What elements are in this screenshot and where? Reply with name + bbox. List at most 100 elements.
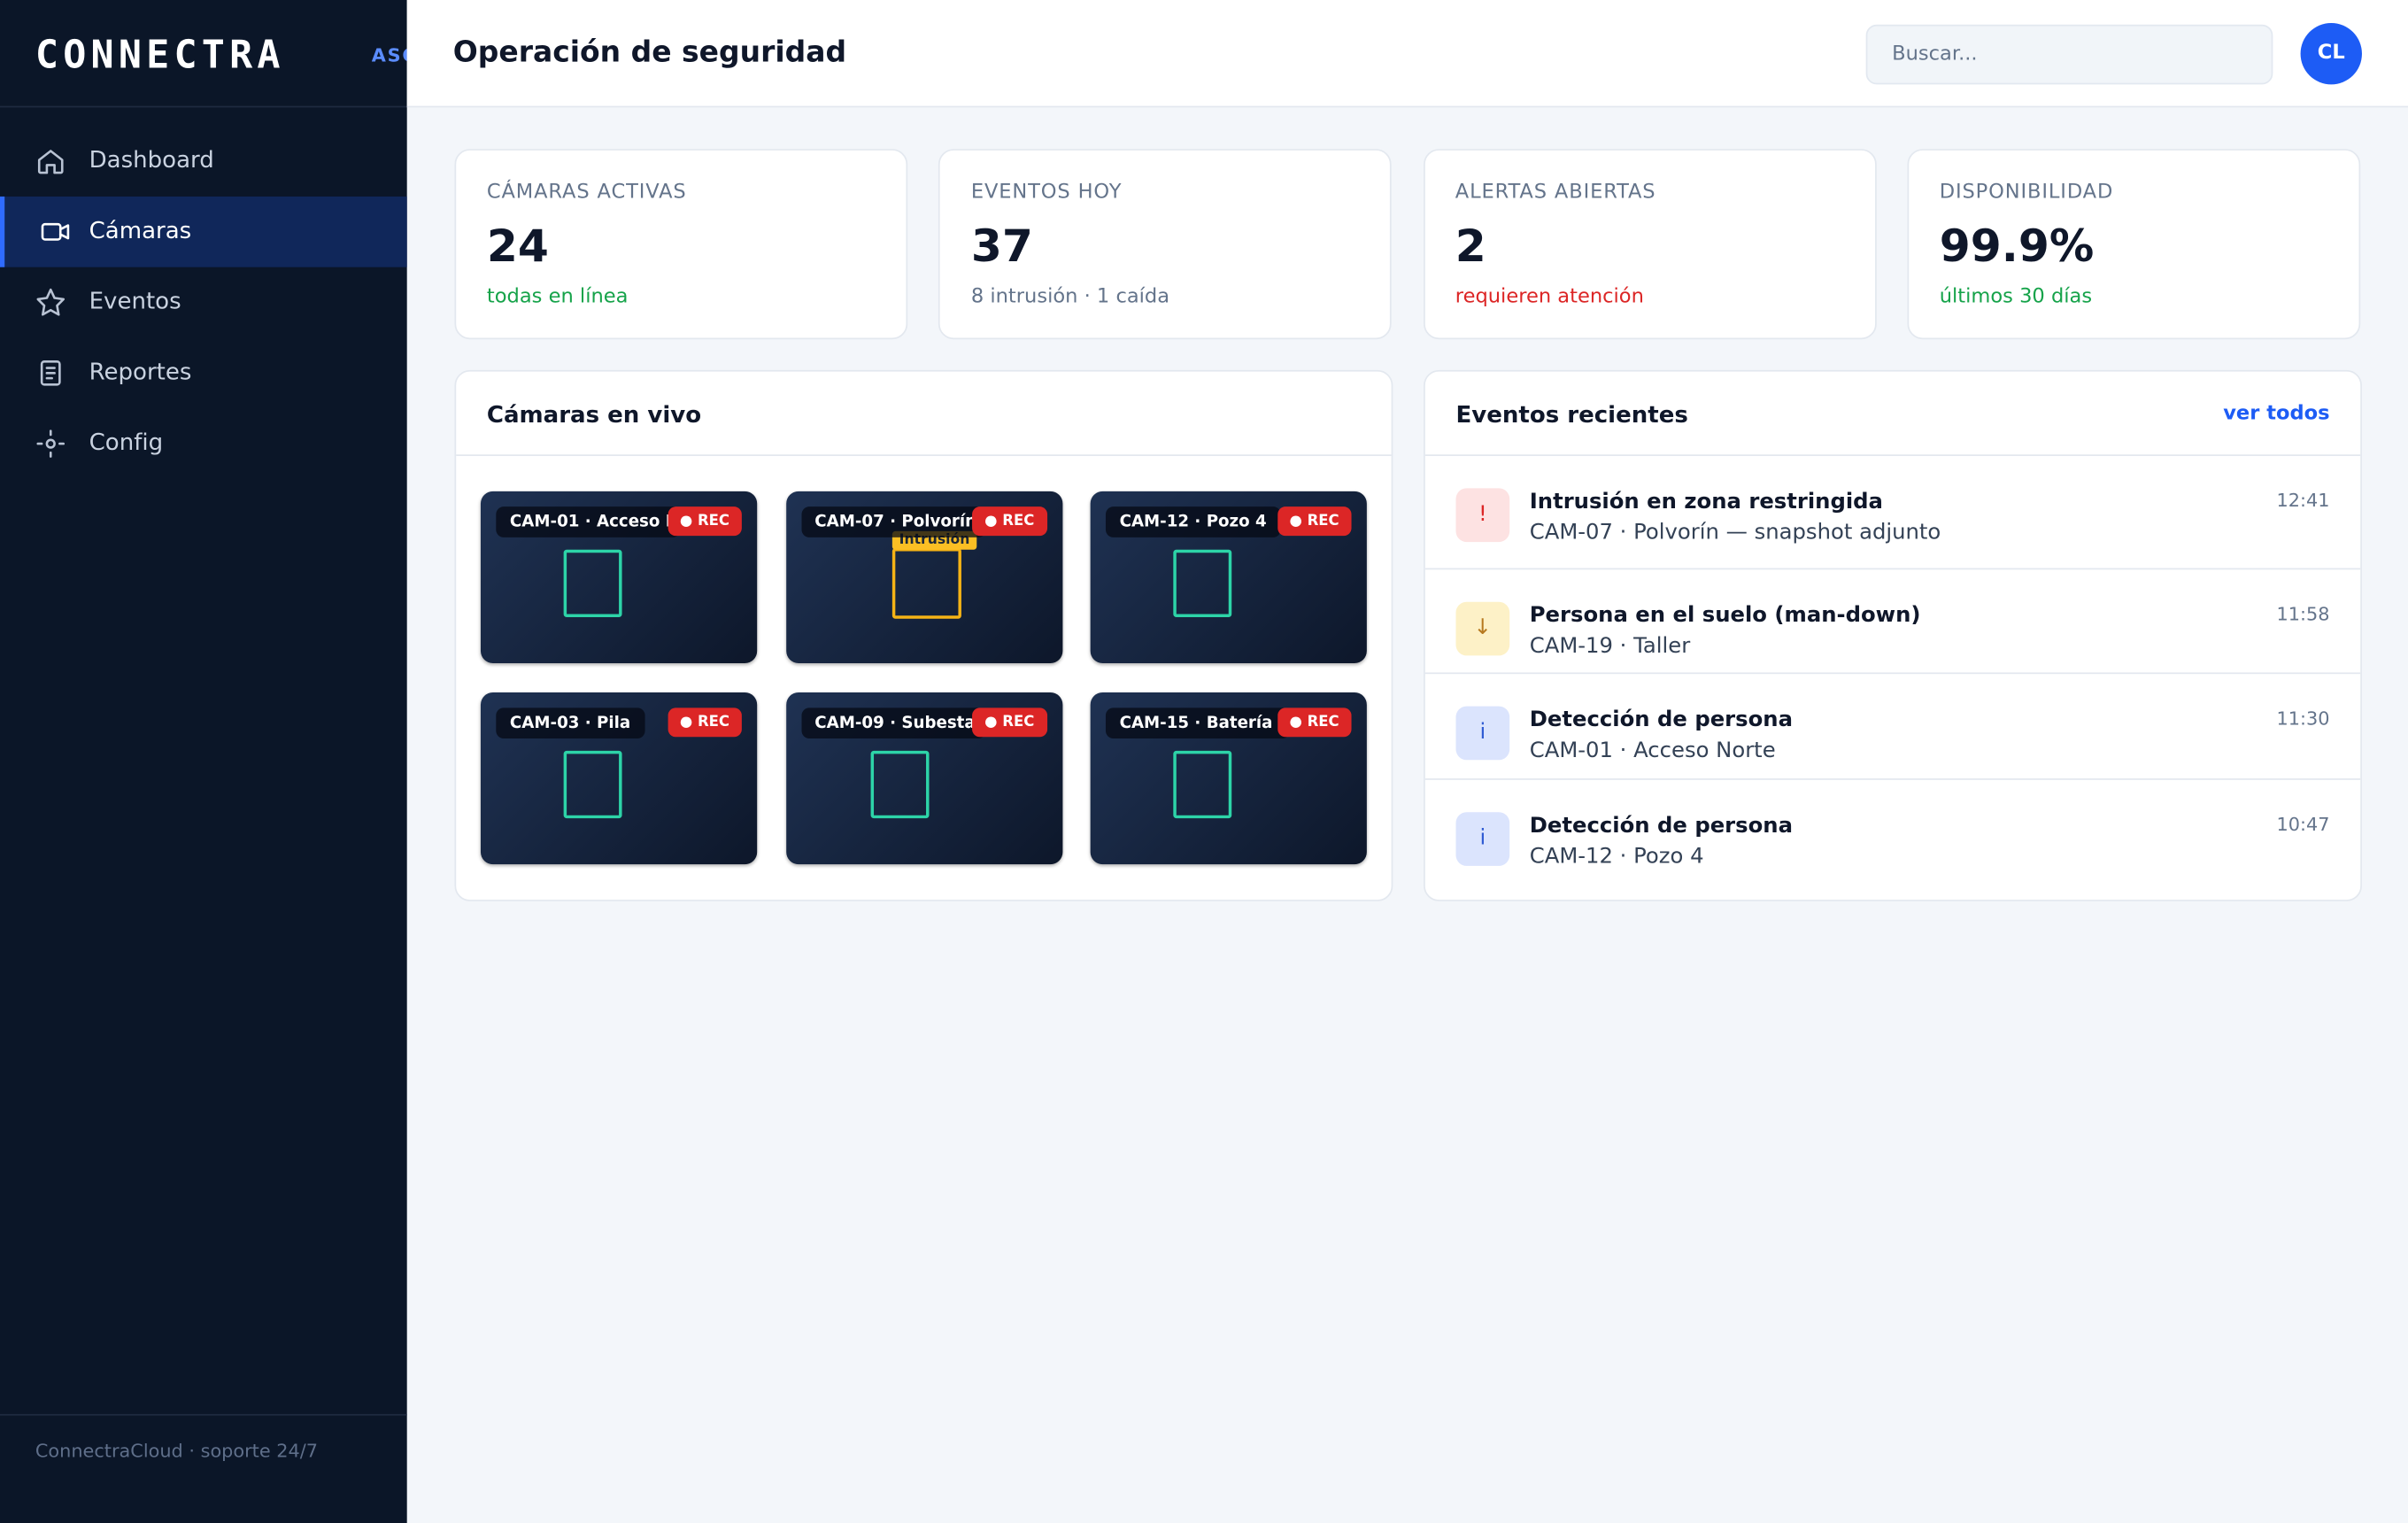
stat-value: 2 <box>1455 219 1486 272</box>
stat-card: EVENTOS HOY 37 8 intrusión · 1 caída <box>938 149 1393 340</box>
event-icon-symbol: i <box>1479 720 1486 745</box>
view-all-link[interactable]: ver todos <box>2223 402 2330 426</box>
camera-feed[interactable]: CAM-15 · Batería 2 ● REC <box>1090 692 1367 865</box>
nav-label: Config <box>89 428 164 456</box>
nav-label: Dashboard <box>89 145 214 174</box>
event-subtitle: CAM-19 · Taller <box>1529 634 1691 659</box>
nav-item[interactable]: Cámaras <box>0 196 407 267</box>
icon <box>41 222 70 241</box>
nav-item[interactable]: Reportes <box>0 337 407 408</box>
nav-item[interactable]: Eventos <box>0 267 407 338</box>
event-subtitle: CAM-07 · Polvorín — snapshot adjunto <box>1529 520 1941 545</box>
detection-box <box>869 750 929 819</box>
camera-label: CAM-09 · Subestaci <box>800 707 985 739</box>
stat-value: 37 <box>970 219 1033 272</box>
stat-note: requieren atención <box>1455 285 1644 309</box>
sidebar: CONNECTRA ASC Dashboard Cámaras Eventos Repor… <box>0 0 407 1523</box>
camera-feed[interactable]: Intrusión CAM-07 · Polvorín ● REC <box>785 491 1062 664</box>
event-title: Intrusión en zona restringida <box>1529 490 1883 514</box>
detection-box <box>891 548 961 619</box>
stat-label: ALERTAS ABIERTAS <box>1455 181 1656 205</box>
nav-label: Eventos <box>89 287 181 315</box>
stat-card: ALERTAS ABIERTAS 2 requieren atención <box>1423 149 1877 340</box>
nav-icon <box>35 358 66 389</box>
camera-feed[interactable]: CAM-09 · Subestaci ● REC <box>785 692 1062 865</box>
event-icon: i <box>1455 812 1510 866</box>
rec-badge: ● REC <box>667 707 742 738</box>
search-box[interactable]: Buscar... <box>1865 24 2273 85</box>
panel-title: Eventos recientes <box>1455 400 1688 429</box>
detection-box <box>563 549 622 618</box>
avatar[interactable]: CL <box>2300 23 2362 85</box>
page-title: Operación de seguridad <box>452 35 847 70</box>
camera-feed[interactable]: CAM-01 · Acceso N ● REC <box>480 491 758 664</box>
stat-card: CÁMARAS ACTIVAS 24 todas en línea <box>454 149 908 340</box>
event-row[interactable]: ! Intrusión en zona restringida CAM-07 · P… <box>1424 456 2361 570</box>
panel-divider <box>1424 454 2361 456</box>
rec-badge: ● REC <box>972 506 1047 537</box>
rec-badge: ● REC <box>1277 506 1352 537</box>
sidebar-divider <box>0 105 407 108</box>
icon <box>37 150 64 174</box>
stat-note: 8 intrusión · 1 caída <box>970 285 1170 309</box>
event-time: 10:47 <box>2276 813 2330 836</box>
event-icon: ! <box>1455 488 1510 543</box>
brand-logo: CONNECTRA <box>35 32 285 77</box>
icon <box>40 360 61 386</box>
event-title: Detección de persona <box>1529 707 1793 733</box>
nav-label: Cámaras <box>89 216 192 244</box>
top-bar: Operación de seguridad Buscar... CL <box>406 0 2408 108</box>
nav-icon <box>35 287 66 318</box>
camera-label: CAM-15 · Batería 2 <box>1105 707 1291 739</box>
stat-note: últimos 30 días <box>1939 285 2093 309</box>
stat-label: CÁMARAS ACTIVAS <box>486 181 687 205</box>
event-row[interactable]: i Detección de persona CAM-12 · Pozo 4 10:4… <box>1425 780 2360 887</box>
camera-feed[interactable]: CAM-12 · Pozo 4 ● REC <box>1090 491 1367 664</box>
rec-badge: ● REC <box>972 707 1047 738</box>
event-row[interactable]: i Detección de persona CAM-01 · Acceso Nor… <box>1424 674 2361 780</box>
camera-label: CAM-12 · Pozo 4 <box>1105 506 1281 537</box>
nav-icon <box>35 146 66 177</box>
detection-box <box>1173 549 1232 618</box>
event-icon: i <box>1455 706 1510 761</box>
events-panel: Eventos recientes ver todos! Intrusión en … <box>1424 369 2362 901</box>
brand-suffix: ASC <box>371 44 407 66</box>
stat-note: todas en línea <box>486 285 629 309</box>
camera-label: CAM-01 · Acceso N <box>496 506 681 537</box>
camera-label: CAM-03 · Pila <box>496 707 644 739</box>
camera-feed[interactable]: CAM-03 · Pila ● REC <box>480 692 758 865</box>
event-icon-symbol: i <box>1479 825 1486 851</box>
stat-label: DISPONIBILIDAD <box>1939 181 2114 205</box>
stat-value: 24 <box>486 219 549 272</box>
nav-label: Reportes <box>89 357 192 386</box>
cameras-panel: Cámaras en vivo CAM-01 · Acceso N ● REC Int… <box>454 369 1393 901</box>
event-title: Detección de persona <box>1529 813 1793 839</box>
panel-divider <box>456 454 1392 456</box>
camera-label: CAM-07 · Polvorín <box>800 506 985 537</box>
icon <box>36 429 66 458</box>
event-icon-symbol: ↓ <box>1473 615 1493 641</box>
avatar-initials: CL <box>2317 41 2345 65</box>
nav-icon <box>40 216 71 247</box>
rec-badge: ● REC <box>1277 707 1352 738</box>
stat-value: 99.9% <box>1939 219 2095 272</box>
panel-title: Cámaras en vivo <box>486 400 702 429</box>
event-time: 12:41 <box>2276 490 2330 512</box>
event-title: Persona en el suelo (man-down) <box>1529 603 1921 629</box>
search-placeholder: Buscar... <box>1892 43 1978 66</box>
rec-badge: ● REC <box>667 506 742 537</box>
event-icon: ↓ <box>1455 601 1510 656</box>
event-icon-symbol: ! <box>1478 501 1487 527</box>
nav-icon <box>35 429 66 460</box>
detection-box <box>1173 750 1232 819</box>
nav-item[interactable]: Config <box>0 408 407 479</box>
event-time: 11:30 <box>2276 707 2330 730</box>
stat-label: EVENTOS HOY <box>970 181 1123 205</box>
detection-box <box>563 750 622 819</box>
event-row[interactable]: ↓ Persona en el suelo (man-down) CAM-19 · … <box>1424 569 2361 675</box>
nav-item[interactable]: Dashboard <box>0 126 407 197</box>
event-subtitle: CAM-01 · Acceso Norte <box>1529 738 1776 763</box>
event-subtitle: CAM-12 · Pozo 4 <box>1529 844 1704 870</box>
icon <box>36 288 66 316</box>
